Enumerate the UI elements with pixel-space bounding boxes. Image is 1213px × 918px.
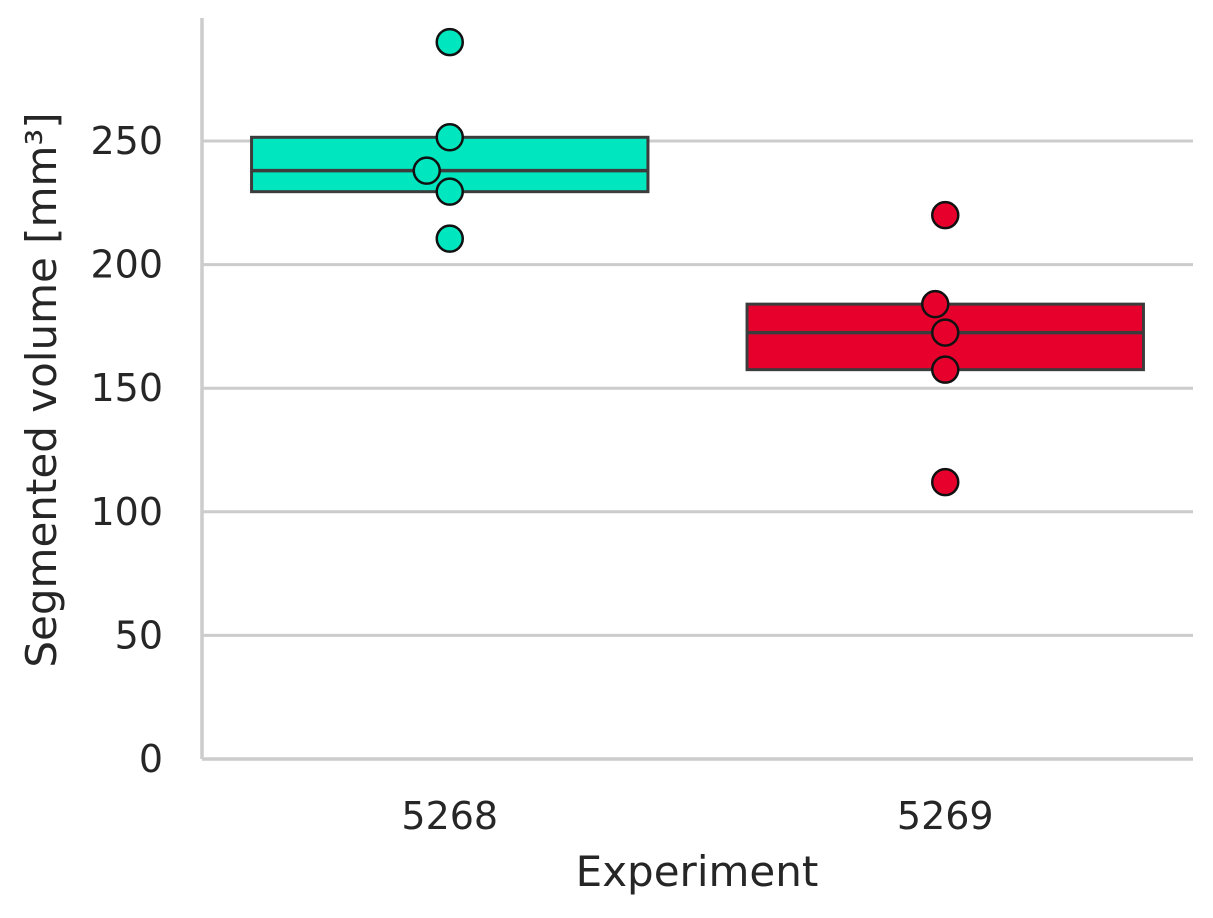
points	[412, 27, 960, 497]
point-5268-2	[412, 156, 441, 185]
point-5268-4	[435, 224, 464, 253]
x-tick-label-5268: 5268	[401, 794, 498, 838]
y-tick-label-50: 50	[115, 613, 163, 657]
gridlines	[202, 139, 1193, 637]
x-tick-label-5269: 5269	[897, 794, 994, 838]
y-tick-label-0: 0	[139, 737, 163, 781]
y-tick-label-150: 150	[90, 366, 163, 410]
y-tick-label-250: 250	[90, 119, 163, 163]
x-axis-title: Experiment	[576, 847, 819, 896]
point-5269-2	[931, 318, 960, 347]
axes	[200, 18, 1193, 761]
boxes	[250, 135, 1145, 372]
point-5269-3	[931, 355, 960, 384]
point-5268-3	[435, 177, 464, 206]
point-5269-0	[931, 200, 960, 230]
y-axis-title: Segmented volume [mm³]	[17, 112, 66, 667]
point-5269-1	[921, 289, 950, 319]
point-5268-1	[435, 123, 464, 152]
y-tick-label-200: 200	[90, 243, 163, 287]
tick-labels: 0 50 100 150 200 250 5268 5269	[90, 119, 993, 838]
point-5268-0	[435, 27, 464, 57]
y-tick-label-100: 100	[90, 490, 163, 534]
point-5269-4	[931, 467, 960, 497]
